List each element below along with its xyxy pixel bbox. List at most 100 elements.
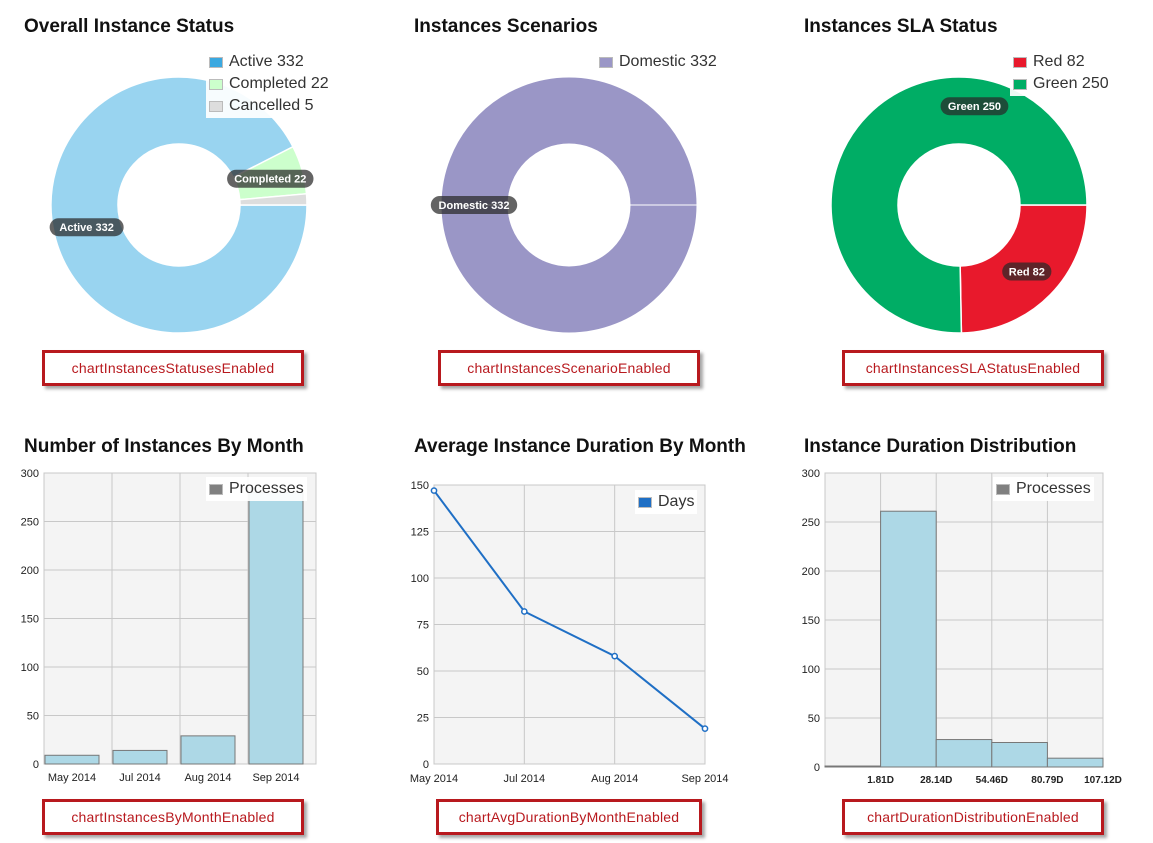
y-tick-label: 200	[21, 565, 39, 577]
slice-label: Active 332	[59, 222, 113, 234]
y-tick-label: 100	[802, 664, 820, 676]
donut-chart-scenarios: Domestic 332	[430, 76, 698, 334]
chart-panel-scenarios: Instances Scenarios Domestic 332 Domesti…	[390, 0, 770, 400]
donut-slice	[440, 76, 698, 334]
bar	[112, 749, 168, 765]
bar	[248, 491, 304, 765]
x-tick-label: Jul 2014	[504, 773, 546, 785]
legend-label: Green 250	[1033, 75, 1109, 92]
chart-panel-avg-duration: Average Instance Duration By Month 0 25 50…	[390, 420, 770, 835]
bar-chart-by-month: 0 50 100 150 200 250 300 May 2014 Jul 2014 Aug 20…	[21, 468, 317, 784]
legend-swatch	[1013, 78, 1027, 90]
chart-legend: Processes	[993, 477, 1094, 501]
chart-title: Instances SLA Status	[804, 16, 998, 37]
slice-label-background	[940, 97, 1009, 116]
data-point	[611, 652, 619, 660]
y-tick-label: 250	[21, 517, 39, 529]
legend-label: Processes	[1016, 480, 1091, 497]
x-tick-label: 107.12D	[1084, 775, 1122, 786]
chart-legend: Active 332 Completed 22 Cancelled 5	[206, 50, 332, 118]
legend-swatch	[209, 56, 223, 68]
donut-chart-status: Active 332 Completed 22	[49, 76, 314, 334]
legend-item[interactable]: Days	[638, 491, 694, 513]
legend-swatch	[1013, 56, 1027, 68]
legend-item[interactable]: Domestic 332	[599, 51, 717, 73]
chart-title: Instances Scenarios	[414, 16, 598, 37]
y-tick-label: 100	[411, 573, 429, 585]
legend-swatch	[209, 78, 223, 90]
y-tick-label: 0	[423, 759, 429, 771]
donut-slice	[830, 76, 1088, 334]
legend-label: Red 82	[1033, 53, 1085, 70]
chart-panel-distribution: Instance Duration Distribution 0 50 100 150…	[780, 420, 1153, 835]
legend-label: Days	[658, 493, 695, 510]
legend-item[interactable]: Cancelled 5	[209, 95, 329, 117]
legend-swatch	[996, 483, 1010, 495]
x-tick-label: Aug 2014	[591, 773, 638, 785]
config-flag-label: chartInstancesByMonthEnabled	[42, 799, 304, 835]
y-tick-label: 200	[802, 566, 820, 578]
legend-swatch	[599, 56, 613, 68]
x-tick-label: Aug 2014	[184, 772, 231, 784]
data-point	[520, 608, 528, 615]
y-tick-label: 75	[417, 620, 429, 632]
legend-swatch	[209, 100, 223, 112]
series-line	[433, 489, 706, 730]
histogram-bar	[824, 765, 882, 768]
slice-label: Green 250	[948, 101, 1001, 113]
line-chart-avg-duration: 0 25 50 75 100 125 150 May 2014 Jul 2014 Aug 2014…	[410, 480, 729, 785]
x-tick-label: 80.79D	[1031, 775, 1063, 786]
slice-label-background	[227, 169, 314, 188]
legend-label: Cancelled 5	[229, 97, 314, 114]
chart-legend: Domestic 332	[596, 50, 720, 74]
y-tick-label: 0	[814, 762, 820, 774]
chart-panel-status: Overall Instance Status Active 332 Comple…	[0, 0, 380, 400]
legend-item[interactable]: Green 250	[1013, 73, 1109, 95]
histogram-bar	[991, 742, 1048, 768]
chart-title: Number of Instances By Month	[24, 436, 304, 457]
y-tick-label: 300	[802, 468, 820, 480]
y-tick-label: 50	[27, 711, 39, 723]
x-tick-label: 1.81D	[867, 775, 894, 786]
legend-label: Processes	[229, 480, 304, 497]
legend-item[interactable]: Red 82	[1013, 51, 1109, 73]
y-tick-label: 125	[411, 527, 429, 539]
histogram-bar	[1046, 757, 1104, 768]
x-tick-label: 54.46D	[976, 775, 1008, 786]
legend-label: Domestic 332	[619, 53, 717, 70]
slice-label-background	[49, 218, 124, 237]
slice-label: Domestic 332	[439, 200, 510, 212]
bar	[180, 735, 236, 765]
chart-title: Average Instance Duration By Month	[414, 436, 746, 457]
histogram-duration-distribution: 0 50 100 150 200 250 300 1.81D 28.14D 54.46D 80.79…	[802, 468, 1122, 786]
y-tick-label: 150	[21, 614, 39, 626]
x-tick-label: Sep 2014	[252, 772, 299, 784]
slice-label-background	[430, 196, 518, 214]
x-tick-label: 28.14D	[920, 775, 952, 786]
legend-item[interactable]: Processes	[996, 478, 1091, 500]
legend-item[interactable]: Active 332	[209, 51, 329, 73]
x-tick-label: Jul 2014	[119, 772, 161, 784]
histogram-bar	[880, 510, 937, 768]
slice-label-background	[1002, 262, 1052, 281]
legend-label: Completed 22	[229, 75, 329, 92]
bar	[44, 754, 100, 765]
y-tick-label: 300	[21, 468, 39, 480]
donut-chart-sla: Red 82 Green 250	[830, 76, 1088, 334]
legend-item[interactable]: Completed 22	[209, 73, 329, 95]
chart-legend: Days	[635, 490, 698, 514]
legend-swatch	[638, 496, 652, 508]
legend-item[interactable]: Processes	[209, 478, 304, 500]
legend-label: Active 332	[229, 53, 304, 70]
y-tick-label: 0	[33, 759, 39, 771]
config-flag-label: chartInstancesSLAStatusEnabled	[842, 350, 1104, 386]
chart-title: Instance Duration Distribution	[804, 436, 1077, 457]
chart-title: Overall Instance Status	[24, 16, 235, 37]
y-tick-label: 100	[21, 662, 39, 674]
y-tick-label: 250	[802, 517, 820, 529]
donut-slice	[238, 193, 308, 206]
chart-panel-sla: Instances SLA Status Red 82 Green 250 Red…	[780, 0, 1153, 400]
legend-swatch	[209, 483, 223, 495]
slice-label: Red 82	[1009, 267, 1045, 279]
slice-label: Completed 22	[234, 174, 306, 186]
